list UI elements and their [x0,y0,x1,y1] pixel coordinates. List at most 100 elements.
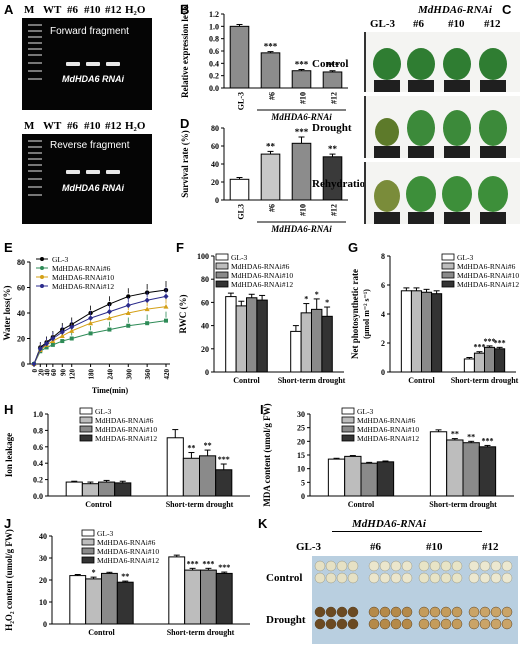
y-tick-label: 0 [43,620,47,629]
x-tick-label: 360 [144,369,152,380]
leaf-disc [379,618,391,630]
data-point [164,318,168,323]
bar [478,446,497,497]
panel-label-h: H [4,402,14,417]
data-point [60,339,65,344]
lane-label: #10 [84,4,101,16]
bar [410,290,422,373]
y-tick-label: 0.0 [33,492,43,501]
lane-label: M [24,120,35,132]
disc-row-control: Control [266,572,303,584]
significance-label: * [315,290,319,299]
disc-row-drought: Drought [266,614,306,626]
bar [494,348,506,373]
chart-f-rwc: 0 20 40 60 80 100 RWC (%) Control Short-term dro… [178,252,346,385]
bar [168,556,186,625]
y-tick-label: 10 [297,465,305,474]
y-tick-label: 0.2 [209,72,219,81]
significance-label: * [92,568,96,577]
leaf-disc [490,606,502,618]
bar [260,52,281,89]
y-tick-label: 60 [17,284,25,293]
y-tick-label: 2 [381,339,385,348]
y-tick-label: 4 [381,310,385,319]
y-tick-label: 0 [215,196,219,205]
data-point [163,304,169,309]
disc-header: MdHDA6-RNAi [352,518,426,530]
lane-label: #6 [67,120,78,132]
legend-label: MdHDA6-RNAi#6 [231,262,290,271]
significance-label: *** [218,563,230,572]
y-tick-label: 20 [211,178,219,187]
bar [473,352,485,373]
gel-forward-band-label: MdHDA6 RNAi [62,74,124,84]
legend-swatch [215,280,229,288]
panel-label-b: B [180,2,190,17]
significance-label: *** [218,455,230,464]
legend-swatch [215,271,229,279]
column-label: #6 [370,541,381,553]
x-tick-label: 40 [44,369,52,377]
leaf-disc [368,572,380,584]
gel-reverse-image [22,134,152,224]
lane-label: #6 [67,4,78,16]
legend-label: MdHDA6-RNAi#6 [95,416,154,425]
leaf-disc [347,606,359,618]
group-label: MdHDA6-RNAi [270,112,332,122]
leaf-disc [451,572,463,584]
lane-label: #12 [105,120,122,132]
x-tick-label: 60 [50,369,58,377]
bar [229,25,250,89]
column-label: #12 [484,18,501,30]
leaf-disc [379,606,391,618]
gel-forward-image [22,18,152,110]
leaf-disc-image [312,556,518,644]
bar [462,442,480,497]
bar [182,457,200,497]
legend-swatch [341,416,355,424]
data-point [144,306,150,312]
x-tick-label: #10 [299,92,308,104]
y-tick-label: 0.8 [209,35,219,44]
data-point [163,293,169,300]
significance-label: *** [295,60,309,70]
panel-label-j: J [4,516,12,531]
y-tick-label: 80 [211,124,219,133]
significance-label: *** [326,61,340,71]
y-tick-label: 100 [197,252,209,261]
legend-swatch [215,253,229,261]
leaf-disc [418,606,430,618]
y-tick-label: 20 [39,576,47,585]
bar [311,308,323,373]
x-tick-label: GL3 [237,204,246,220]
leaf-disc [379,560,391,572]
legend-marker [40,266,44,270]
leaf-disc [336,606,348,618]
row-label-drought: Drought [312,122,352,134]
lane-label: #10 [84,120,101,132]
data-point [31,361,37,367]
column-label: #10 [426,541,443,553]
x-tick-label: 20 [37,369,45,377]
lane-label: M [24,4,35,16]
significance-label: *** [187,559,199,568]
leaf-disc [336,560,348,572]
y-tick-label: 0.4 [209,59,219,68]
leaf-disc [325,560,337,572]
legend-label: MdHDA6-RNAi#12 [231,280,293,289]
y-axis-label: MDA content (umol/g FW) [262,403,272,506]
significance-label: *** [481,436,493,445]
data-point [44,340,50,347]
leaf-disc [418,560,430,572]
leaf-disc [390,606,402,618]
x-tick-label: Control [348,500,375,509]
y-tick-label: 40 [201,322,209,331]
y-tick-label: 0 [301,492,305,501]
x-tick-label: GL-3 [237,92,246,110]
legend-label: MdHDA6-RNAi#10 [95,425,157,434]
data-point [107,327,112,332]
bar [215,469,233,497]
legend-label: MdHDA6-RNAi#6 [97,538,156,547]
y-tick-label: 15 [297,451,305,460]
